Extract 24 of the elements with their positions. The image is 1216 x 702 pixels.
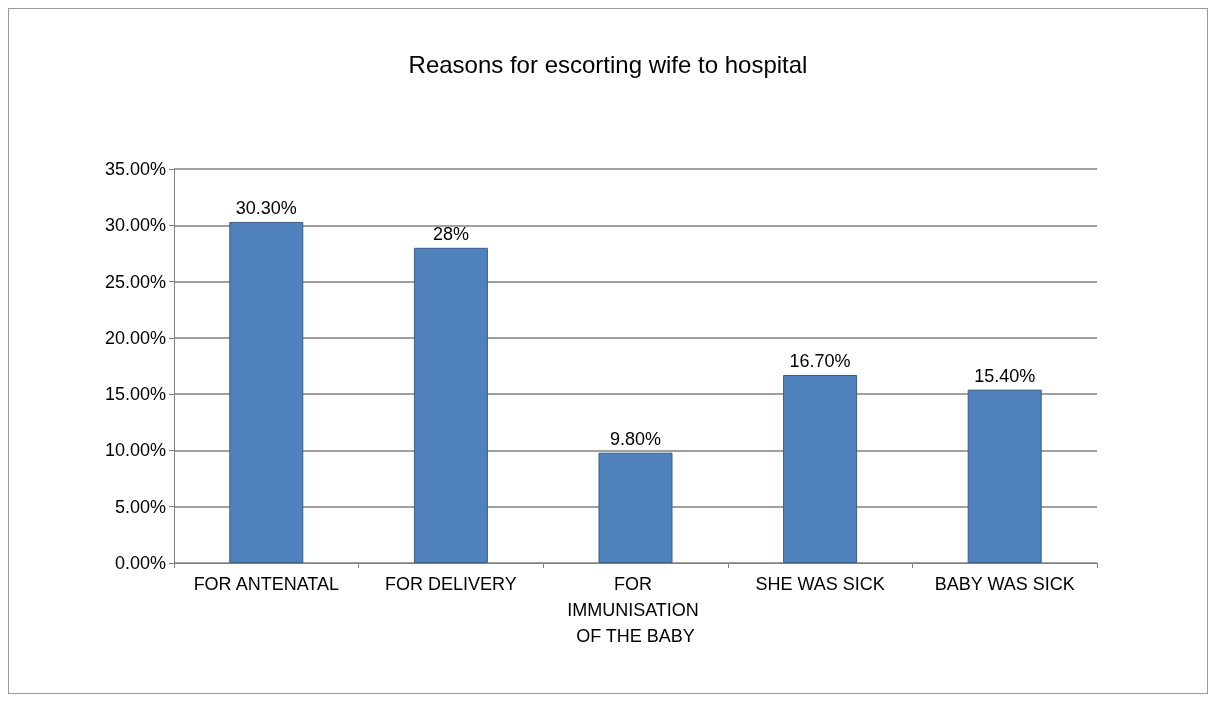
y-tick-label: 5.00%: [114, 496, 166, 517]
x-tick-label: FOR IMMUNISATION OF THE BABY: [567, 574, 704, 646]
y-tick-label: 35.00%: [104, 159, 166, 179]
y-tick-label: 15.00%: [104, 384, 166, 405]
x-tick-label: FOR DELIVERY: [385, 574, 517, 594]
data-label: 16.70%: [789, 351, 851, 372]
bar: [783, 375, 858, 563]
y-tick-label: 30.00%: [104, 215, 166, 236]
y-tick-label: 0.00%: [114, 553, 166, 573]
x-tick-label: FOR ANTENATAL: [193, 574, 339, 594]
chart-title: Reasons for escorting wife to hospital: [408, 50, 808, 78]
y-tick-label: 20.00%: [104, 327, 166, 348]
data-label: 28%: [432, 223, 469, 244]
data-label: 9.80%: [609, 428, 662, 449]
bar: [967, 389, 1042, 563]
x-tick-label: SHE WAS SICK: [755, 574, 885, 594]
y-tick-label: 25.00%: [104, 271, 166, 292]
data-label: 15.40%: [974, 365, 1036, 386]
bar: [598, 452, 673, 563]
x-tick-label: BABY WAS SICK: [934, 574, 1075, 594]
bar: [229, 221, 304, 563]
bar: [413, 247, 488, 563]
data-label: 30.30%: [235, 197, 297, 218]
y-tick-label: 10.00%: [104, 440, 166, 461]
